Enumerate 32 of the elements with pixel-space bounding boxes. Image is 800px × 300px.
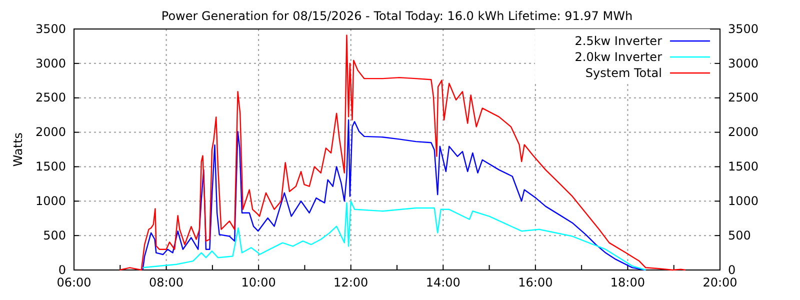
y-tick-label: 1000 <box>35 194 66 208</box>
x-tick-label: 06:00 <box>56 276 92 290</box>
x-tick-label: 18:00 <box>610 276 646 290</box>
y-tick-label: 1500 <box>35 160 66 174</box>
y2-tick-label: 3500 <box>728 22 759 36</box>
y-tick-label: 3000 <box>35 56 66 70</box>
y-tick-label: 2500 <box>35 90 66 105</box>
x-tick-label: 16:00 <box>518 276 553 290</box>
line-series <box>119 34 686 271</box>
y2-tick-label: 2500 <box>728 90 759 105</box>
x-tick-label: 14:00 <box>426 276 460 290</box>
legend-label: 2.0kw Inverter <box>574 50 662 64</box>
x-tick-label: 20:00 <box>702 276 738 290</box>
y-tick-label: 0 <box>58 262 66 277</box>
legend-label: 2.5kw Inverter <box>574 34 662 48</box>
y2-tick-label: 1000 <box>728 194 759 208</box>
y2-tick-label: 2000 <box>728 125 759 140</box>
chart-title: Power Generation for 08/15/2026 - Total Today: 16.0 kWh Lifetime: 91.97 MWh <box>161 9 633 23</box>
x-tick-label: 08:00 <box>148 276 184 290</box>
y2-tick-label: 3000 <box>728 56 759 70</box>
x-tick-label: 10:00 <box>241 276 276 290</box>
legend-label: System Total <box>585 66 662 80</box>
y2-tick-label: 500 <box>728 228 751 242</box>
y-tick-label: 3500 <box>35 22 66 36</box>
y-axis-title: Watts <box>11 132 25 167</box>
line-series <box>142 200 646 271</box>
x-tick-label: 12:00 <box>334 276 368 290</box>
y2-tick-label: 0 <box>728 262 736 277</box>
line-series <box>142 119 646 271</box>
y2-tick-label: 1500 <box>728 160 759 174</box>
y-tick-label: 500 <box>43 228 66 242</box>
y-tick-label: 2000 <box>35 125 66 140</box>
